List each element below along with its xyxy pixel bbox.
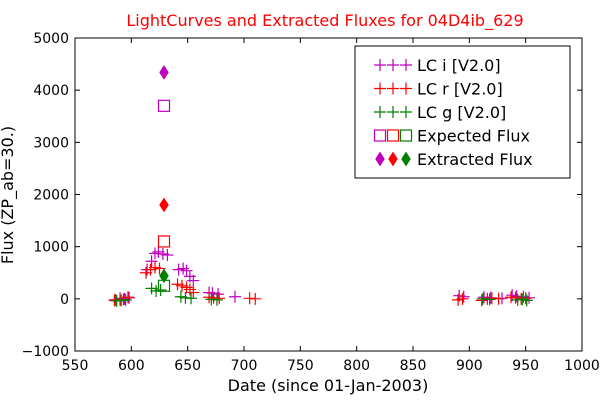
data-point — [180, 264, 193, 277]
legend-marker — [373, 129, 387, 142]
data-point — [483, 293, 496, 306]
data-point — [187, 274, 200, 287]
legend-marker — [375, 151, 385, 167]
data-point — [509, 291, 522, 304]
data-point — [153, 262, 166, 275]
legend-label: LC r [V2.0] — [417, 80, 503, 99]
data-point — [145, 255, 158, 268]
y-tick-label: 2000 — [33, 188, 69, 204]
data-point — [185, 292, 198, 305]
legend-marker — [401, 151, 411, 167]
y-tick-label: 3000 — [33, 135, 69, 151]
data-point — [159, 64, 169, 80]
data-point — [249, 292, 262, 305]
data-point — [177, 262, 190, 275]
y-axis-label: Flux (ZP_ab=30.) — [0, 126, 18, 264]
data-point — [159, 268, 169, 284]
legend-marker — [386, 129, 400, 142]
x-tick-label: 900 — [456, 358, 483, 374]
y-tick-label: 0 — [60, 292, 69, 308]
x-axis: 550 600 650 700 750 800 850 900 950 1000 — [62, 38, 600, 374]
x-tick-label: 750 — [287, 358, 314, 374]
x-tick-label: 550 — [62, 358, 89, 374]
legend-entry: LC g [V2.0] — [374, 103, 506, 122]
legend-marker — [374, 106, 386, 118]
legend-marker — [399, 129, 413, 142]
data-point — [161, 249, 174, 262]
legend-label: Expected Flux — [417, 127, 530, 146]
data-point — [228, 290, 241, 303]
x-tick-label: 950 — [512, 358, 539, 374]
data-point — [119, 293, 132, 306]
x-tick-label: 650 — [174, 358, 201, 374]
legend-label: LC g [V2.0] — [417, 103, 506, 122]
data-point — [519, 292, 532, 305]
legend-marker — [400, 59, 412, 71]
data-point — [213, 292, 226, 305]
legend-marker — [387, 106, 399, 118]
series-4 — [159, 64, 169, 284]
x-axis-label: Date (since 01-Jan-2003) — [228, 376, 429, 395]
data-point — [180, 281, 193, 294]
legend-entry: LC i [V2.0] — [374, 56, 501, 75]
legend-marker — [387, 59, 399, 71]
data-point — [520, 294, 533, 307]
series-2 — [110, 282, 533, 307]
data-point — [121, 291, 134, 304]
x-tick-label: 800 — [343, 358, 370, 374]
legend-label: LC i [V2.0] — [417, 56, 501, 75]
chart-title: LightCurves and Extracted Fluxes for 04D… — [126, 11, 523, 31]
data-point — [210, 293, 223, 306]
legend-marker — [400, 82, 412, 95]
legend-marker — [400, 106, 412, 118]
y-axis: −1000 0 1000 2000 3000 4000 5000 — [22, 31, 582, 360]
x-tick-label: 700 — [231, 358, 258, 374]
legend-entry: LC r [V2.0] — [374, 80, 503, 99]
data-point — [457, 290, 470, 303]
legend-label: Extracted Flux — [417, 150, 533, 169]
legend-entry: Expected Flux — [373, 127, 530, 146]
y-tick-label: 5000 — [33, 31, 69, 47]
y-tick-label: 1000 — [33, 240, 69, 256]
y-tick-label: 4000 — [33, 83, 69, 99]
x-tick-label: 1000 — [564, 358, 600, 374]
data-point — [154, 283, 167, 296]
x-tick-label: 850 — [400, 358, 427, 374]
data-point — [456, 292, 469, 305]
series-0 — [109, 245, 536, 306]
legend-entry: Extracted Flux — [375, 150, 533, 169]
data-point — [187, 286, 200, 299]
data-layer — [108, 64, 536, 307]
legend: LC i [V2.0] LC r [V2.0] LC g [V2.0] Expecte… — [354, 45, 571, 179]
series-3 — [157, 99, 171, 292]
y-tick-label: −1000 — [22, 344, 69, 360]
data-point — [183, 283, 196, 296]
data-point — [159, 197, 169, 213]
legend-marker — [388, 151, 398, 167]
legend-marker — [374, 82, 386, 95]
data-point — [475, 294, 488, 307]
legend-marker — [387, 82, 399, 95]
data-point — [157, 99, 171, 112]
data-point — [157, 235, 171, 248]
legend-marker — [374, 59, 386, 71]
x-tick-label: 600 — [118, 358, 145, 374]
series-1 — [108, 261, 532, 307]
